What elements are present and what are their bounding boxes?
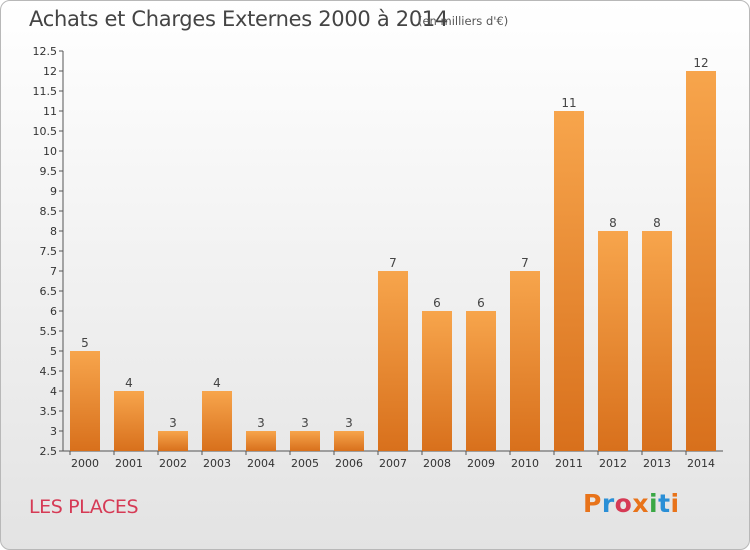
logo-letter: i — [649, 489, 659, 518]
x-tick-label: 2014 — [687, 457, 715, 470]
y-tick-label: 6 — [50, 305, 57, 318]
bar-2014 — [686, 71, 716, 451]
y-tick-label: 9.5 — [40, 165, 58, 178]
y-tick-label: 10 — [43, 145, 57, 158]
value-label: 6 — [477, 296, 485, 310]
bar-2013 — [642, 231, 672, 451]
bar-2009 — [466, 311, 496, 451]
logo-letter: o — [614, 489, 633, 518]
logo-letter: x — [632, 489, 649, 518]
bar-2011 — [554, 111, 584, 451]
bar-2007 — [378, 271, 408, 451]
value-label: 8 — [653, 216, 661, 230]
y-tick-label: 10.5 — [33, 125, 58, 138]
chart-tick-labels: 2.5 3 3.5 4 4.5 5 5.5 6 6.5 7 7.5 8 8.5 9 9.5 10 10.5 11 1… — [33, 45, 716, 470]
y-tick-label: 6.5 — [40, 285, 58, 298]
y-tick-label: 12.5 — [33, 45, 58, 58]
x-tick-label: 2011 — [555, 457, 583, 470]
x-tick-label: 2012 — [599, 457, 627, 470]
proxiti-logo[interactable]: Proxiti — [583, 489, 680, 518]
logo-letter: i — [670, 489, 680, 518]
bar-2006 — [334, 431, 364, 451]
y-tick-label: 7.5 — [40, 245, 58, 258]
x-tick-label: 2007 — [379, 457, 407, 470]
bar-2005 — [290, 431, 320, 451]
x-tick-label: 2004 — [247, 457, 275, 470]
y-tick-label: 2.5 — [40, 445, 58, 458]
value-label: 12 — [693, 56, 708, 70]
value-label: 6 — [433, 296, 441, 310]
y-tick-label: 11 — [43, 105, 57, 118]
location-name: LES PLACES — [29, 496, 139, 518]
value-label: 7 — [521, 256, 529, 270]
y-tick-label: 9 — [50, 185, 57, 198]
chart-bars — [70, 71, 716, 451]
x-tick-label: 2013 — [643, 457, 671, 470]
value-label: 3 — [301, 416, 309, 430]
logo-letter: r — [601, 489, 615, 518]
x-tick-label: 2000 — [71, 457, 99, 470]
y-tick-label: 8 — [50, 225, 57, 238]
y-tick-label: 4 — [50, 385, 57, 398]
x-tick-label: 2001 — [115, 457, 143, 470]
chart-title: Achats et Charges Externes 2000 à 2014 — [29, 7, 449, 31]
y-tick-label: 3.5 — [40, 405, 58, 418]
x-tick-label: 2005 — [291, 457, 319, 470]
logo-letter: P — [583, 489, 602, 518]
y-tick-label: 12 — [43, 65, 57, 78]
value-label: 11 — [561, 96, 576, 110]
chart-subtitle: (en milliers d'€) — [418, 14, 509, 28]
value-label: 4 — [213, 376, 221, 390]
x-tick-label: 2009 — [467, 457, 495, 470]
x-tick-label: 2006 — [335, 457, 363, 470]
value-label: 5 — [81, 336, 89, 350]
bar-2002 — [158, 431, 188, 451]
logo-letter: t — [658, 489, 671, 518]
y-tick-label: 4.5 — [40, 365, 58, 378]
x-tick-label: 2010 — [511, 457, 539, 470]
y-tick-label: 8.5 — [40, 205, 58, 218]
value-label: 3 — [345, 416, 353, 430]
y-tick-label: 5.5 — [40, 325, 58, 338]
value-label: 4 — [125, 376, 133, 390]
x-tick-label: 2002 — [159, 457, 187, 470]
value-label: 3 — [257, 416, 265, 430]
y-tick-label: 5 — [50, 345, 57, 358]
x-tick-label: 2003 — [203, 457, 231, 470]
value-label: 7 — [389, 256, 397, 270]
bar-2008 — [422, 311, 452, 451]
bar-2004 — [246, 431, 276, 451]
bar-2001 — [114, 391, 144, 451]
y-tick-label: 3 — [50, 425, 57, 438]
chart-value-labels: 5 4 3 4 3 3 3 7 6 6 7 11 8 8 12 — [81, 56, 708, 430]
value-label: 8 — [609, 216, 617, 230]
y-tick-label: 7 — [50, 265, 57, 278]
bar-2000 — [70, 351, 100, 451]
bar-2003 — [202, 391, 232, 451]
bar-2012 — [598, 231, 628, 451]
x-tick-label: 2008 — [423, 457, 451, 470]
y-tick-label: 11.5 — [33, 85, 58, 98]
value-label: 3 — [169, 416, 177, 430]
bar-2010 — [510, 271, 540, 451]
